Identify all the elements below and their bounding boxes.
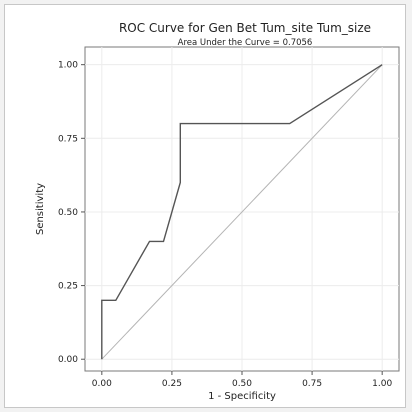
y-tick-label: 0.50: [58, 208, 78, 218]
y-tick-label: 0.25: [58, 282, 78, 292]
reference-diagonal-line: [101, 64, 383, 360]
y-tick-label: 1.00: [58, 61, 78, 71]
x-tick-label: 1.00: [372, 379, 392, 389]
x-axis-label: 1 - Specificity: [208, 391, 276, 402]
roc-chart: ROC Curve for Gen Bet Tum_site Tum_size …: [35, 21, 400, 402]
x-tick-label: 0.25: [162, 379, 182, 389]
y-tick-label: 0.00: [58, 355, 78, 365]
x-tick-label: 0.00: [92, 379, 112, 389]
chart-frame: ROC Curve for Gen Bet Tum_site Tum_size …: [4, 4, 406, 408]
axis-ticks: 0.00 0.25 0.50 0.75 1.00 0.00 0.25 0.50 0.75 1.00: [58, 61, 393, 389]
chart-subtitle: Area Under the Curve = 0.7056: [178, 38, 313, 48]
roc-curve-line: [101, 64, 383, 360]
x-tick-label: 0.75: [302, 379, 322, 389]
y-tick-label: 0.75: [58, 134, 78, 144]
x-tick-label: 0.50: [232, 379, 252, 389]
series-layer: [101, 64, 383, 360]
y-axis-label: Sensitivity: [35, 183, 46, 235]
chart-title: ROC Curve for Gen Bet Tum_site Tum_size: [119, 21, 371, 35]
